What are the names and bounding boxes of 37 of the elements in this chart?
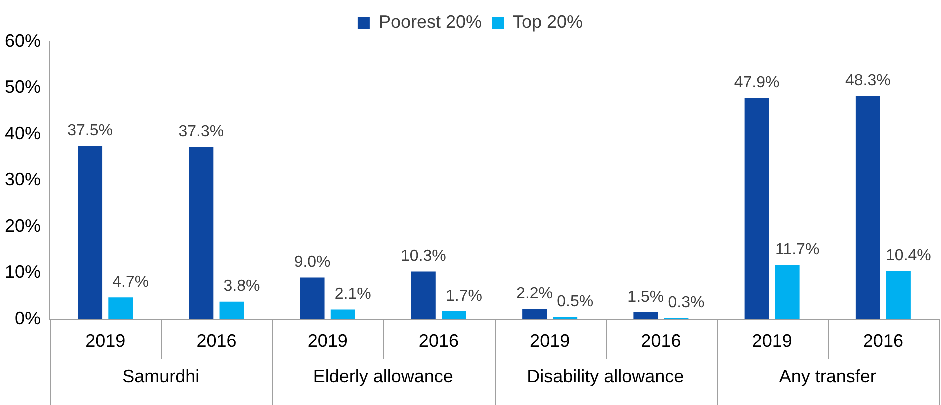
data-label: 2.1% bbox=[334, 286, 372, 304]
y-tick-label: 20% bbox=[4, 216, 42, 236]
data-label: 48.3% bbox=[845, 72, 891, 90]
text: Elderly allowance bbox=[313, 366, 454, 386]
data-label: 0.3% bbox=[668, 294, 705, 312]
data-label: 1.5% bbox=[628, 288, 664, 306]
data-label: 3.8% bbox=[224, 278, 260, 296]
x-tick-label: 2019 bbox=[308, 331, 348, 352]
legend-label: Poorest 20% bbox=[378, 12, 482, 32]
legend-label: Top 20% bbox=[513, 12, 584, 32]
y-tick-label: 0% bbox=[15, 308, 42, 328]
x-tick-label: 2019 bbox=[86, 331, 126, 352]
data-label: 37.3% bbox=[178, 123, 224, 140]
text: Samurdhi bbox=[122, 366, 200, 386]
text: Disability allowance bbox=[527, 366, 684, 386]
x-tick-label: 2016 bbox=[863, 331, 904, 352]
x-tick-label: 2016 bbox=[418, 331, 459, 352]
data-label: 1.7% bbox=[446, 288, 482, 305]
x-tick-label: 2019 bbox=[752, 331, 792, 352]
x-tick-label: 2016 bbox=[196, 331, 237, 352]
data-label: 0.5% bbox=[557, 293, 594, 310]
y-tick-label: 40% bbox=[4, 123, 42, 144]
x-tick-label: 2016 bbox=[641, 331, 682, 352]
data-label: 37.5% bbox=[68, 122, 113, 140]
data-label: 2.2% bbox=[516, 286, 554, 303]
data-label: 47.9% bbox=[734, 74, 780, 92]
data-label: 11.7% bbox=[776, 242, 820, 259]
data-label: 9.0% bbox=[294, 254, 331, 272]
data-label: 10.3% bbox=[400, 248, 446, 266]
y-tick-label: 30% bbox=[4, 170, 42, 190]
data-label: 10.4% bbox=[886, 248, 932, 265]
y-tick-label: 50% bbox=[4, 77, 42, 98]
y-tick-label: 60% bbox=[4, 30, 42, 51]
text: Any transfer bbox=[779, 366, 876, 386]
x-tick-label: 2019 bbox=[530, 331, 570, 352]
data-label: 4.7% bbox=[112, 274, 150, 292]
y-tick-label: 10% bbox=[4, 262, 42, 282]
